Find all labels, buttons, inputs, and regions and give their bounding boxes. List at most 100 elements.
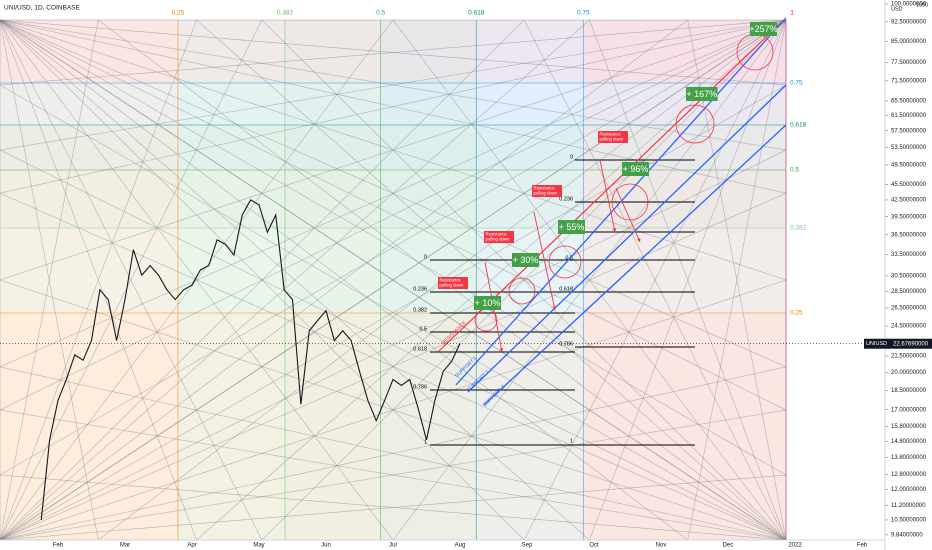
target-circle xyxy=(548,245,582,279)
gann-line xyxy=(0,409,787,541)
note-box xyxy=(438,277,468,289)
x-tick-label: May xyxy=(253,543,264,549)
gann-line xyxy=(687,19,787,541)
y-tick-label: 28.50000000 xyxy=(891,289,927,295)
y-tick-label: 11.20000000 xyxy=(891,503,926,509)
gann-line xyxy=(392,19,787,541)
gann-line xyxy=(0,19,197,541)
y-tick-label: 15.80000000 xyxy=(891,424,927,430)
arrow-line xyxy=(615,187,641,243)
retracement-label: 0.786 xyxy=(413,384,427,390)
y-tick-label: 17.00000000 xyxy=(891,407,927,413)
retracement-label: 0.382 xyxy=(413,307,427,313)
gann-line xyxy=(261,19,787,541)
gain-box xyxy=(474,296,501,310)
retracement-label: 0.236 xyxy=(559,196,573,202)
retracement-label: 0.236 xyxy=(413,286,427,292)
gann-line xyxy=(0,19,787,476)
y-tick-label: 49.50000000 xyxy=(891,163,927,169)
gann-line xyxy=(0,19,394,541)
time-zone xyxy=(476,20,584,540)
gain-box xyxy=(512,253,539,267)
price-tag-value: 22.67690000 xyxy=(893,341,929,347)
price-zone xyxy=(0,228,786,313)
retracement-label: 0 xyxy=(424,254,427,260)
gann-line xyxy=(0,19,787,368)
gann-line xyxy=(0,19,263,541)
price-zone xyxy=(0,20,786,83)
gann-line xyxy=(0,409,787,541)
x-tick-label: Mar xyxy=(120,543,130,549)
target-circle xyxy=(675,104,715,144)
gain-box xyxy=(750,22,777,36)
y-tick-label: 100.0000000 xyxy=(891,2,927,8)
y-tick-label: 85.00000000 xyxy=(891,39,927,45)
x-tick-label: Dec xyxy=(723,543,734,549)
gain-box xyxy=(558,220,585,234)
y-tick-label: 10.50000000 xyxy=(891,518,927,524)
gann-line xyxy=(0,19,787,411)
gann-line xyxy=(0,366,787,541)
target-circle xyxy=(508,277,536,305)
gann-line xyxy=(0,366,787,541)
gann-line xyxy=(0,19,688,541)
y-tick-label: 18.50000000 xyxy=(891,388,927,394)
gann-line xyxy=(0,84,787,541)
y-tick-label: 33.50000000 xyxy=(891,252,927,258)
gann-line xyxy=(523,19,787,541)
time-fib-label: 0.5 xyxy=(376,10,385,17)
scale-label: 1000 xyxy=(916,2,928,8)
gain-label: + 30% xyxy=(513,255,539,265)
y-tick-label: 39.50000000 xyxy=(891,214,927,220)
x-tick-label: Oct xyxy=(589,543,599,549)
note-box xyxy=(598,131,628,143)
y-tick-label: 53.50000000 xyxy=(891,145,927,151)
time-zone xyxy=(177,20,285,540)
support-line xyxy=(483,124,787,406)
gann-line xyxy=(0,279,787,541)
note-text: Resistance xyxy=(600,131,622,136)
note-text: pulling down xyxy=(534,190,558,195)
x-tick-label: 2022 xyxy=(788,543,802,549)
gann-line xyxy=(0,19,525,541)
x-axis-area xyxy=(0,540,885,550)
y-tick-label: 42.50000000 xyxy=(891,198,927,204)
gann-line xyxy=(0,149,787,541)
gann-line xyxy=(589,19,787,541)
y-axis-area xyxy=(885,0,932,550)
gain-box xyxy=(622,162,649,176)
gann-line xyxy=(0,19,525,541)
support-line xyxy=(467,84,787,393)
gann-line xyxy=(0,19,787,194)
retracement-label: 0.786 xyxy=(559,341,573,347)
gann-line xyxy=(0,19,197,541)
y-tick-label: 30.50000000 xyxy=(891,273,927,279)
gann-line xyxy=(0,84,787,541)
time-fib-label: 0.382 xyxy=(277,10,294,17)
gann-line xyxy=(0,19,787,368)
price-fib-label: 0.75 xyxy=(790,80,803,87)
x-tick-label: Sep xyxy=(522,543,533,549)
gann-line xyxy=(0,19,787,86)
time-fib-label: 0.25 xyxy=(172,10,185,17)
y-tick-label: 20.00000000 xyxy=(891,370,927,376)
gann-line xyxy=(0,19,787,86)
y-tick-label: 61.50000000 xyxy=(891,113,927,119)
gann-line xyxy=(0,19,787,151)
note-box xyxy=(532,185,562,197)
arrow-head xyxy=(552,306,557,310)
y-tick-label: 57.50000000 xyxy=(891,128,927,134)
x-tick-label: Nov xyxy=(656,543,667,549)
price-zone xyxy=(0,83,786,125)
retracement-label: 1 xyxy=(570,438,573,444)
currency-label: USD xyxy=(891,6,903,12)
gann-line xyxy=(0,19,263,541)
price-fib-label: 0.382 xyxy=(790,225,807,232)
note-text: pulling down xyxy=(486,236,510,241)
y-tick-label: 26.50000000 xyxy=(891,306,927,312)
price-zone xyxy=(0,125,786,170)
gann-line xyxy=(0,279,787,541)
y-tick-label: 13.80000000 xyxy=(891,455,927,461)
